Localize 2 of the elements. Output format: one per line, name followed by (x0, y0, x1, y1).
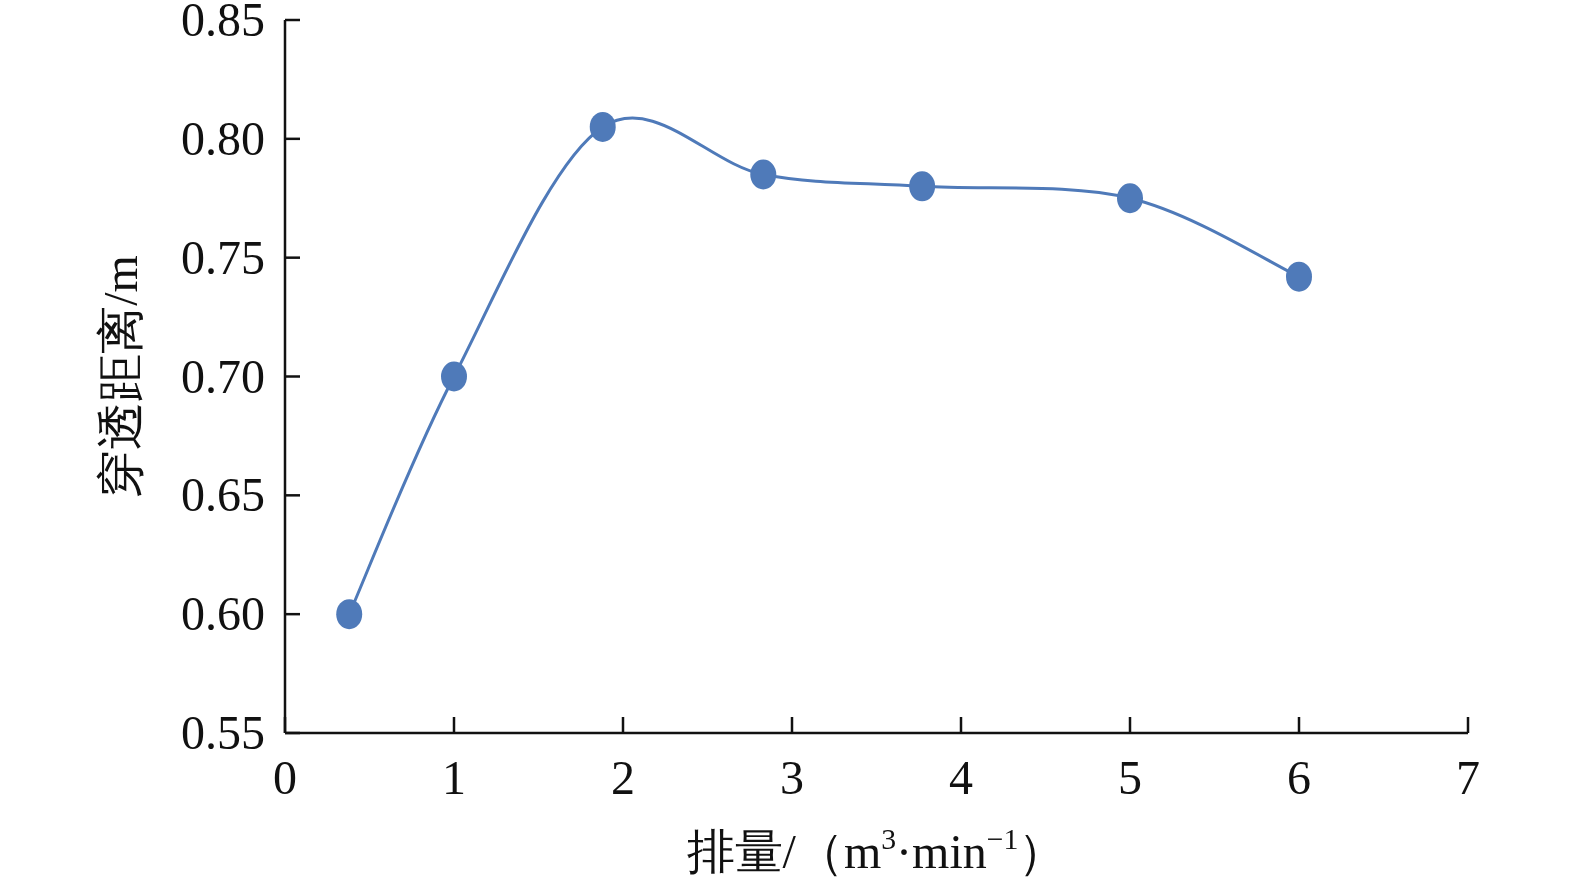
xlabel: 排量/（m$^{3}$·min$^{−1}$） (686, 821, 1067, 878)
ylabel: 穿透距离/m (94, 255, 147, 498)
